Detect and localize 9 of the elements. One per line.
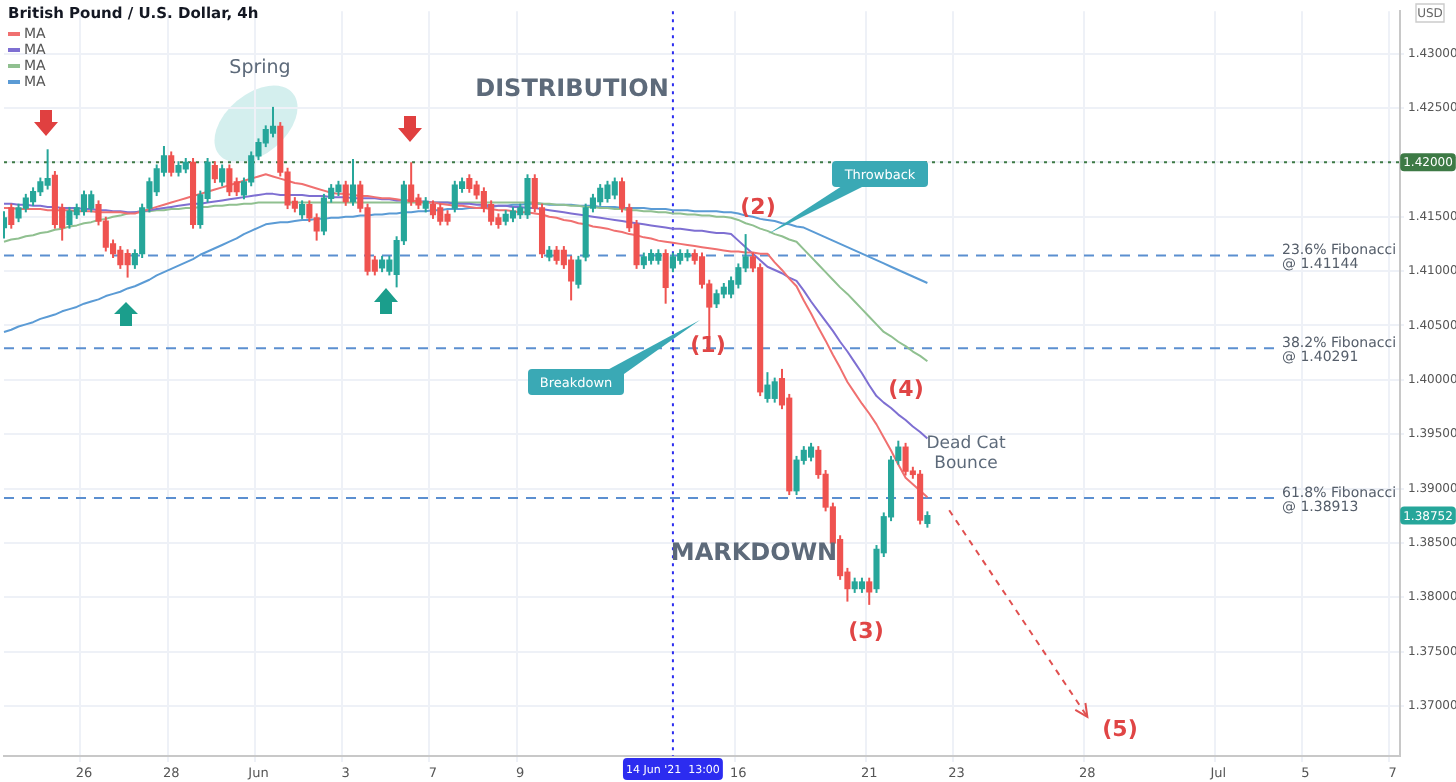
annotation: DISTRIBUTION — [475, 74, 669, 103]
annotation: (2) — [740, 193, 776, 220]
annotation: (4) — [888, 375, 924, 402]
annotation: Dead Cat Bounce — [926, 434, 1007, 475]
annotation: MARKDOWN — [670, 538, 838, 567]
annotation: Spring — [229, 56, 291, 79]
annotation: (1) — [690, 331, 726, 358]
annotation: (5) — [1102, 715, 1138, 742]
annotation: (3) — [848, 617, 884, 644]
